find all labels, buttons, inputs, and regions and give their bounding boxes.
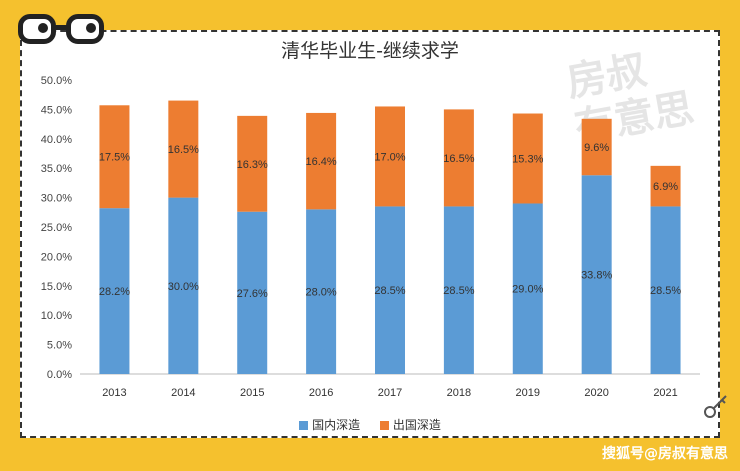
x-tick-label: 2019 xyxy=(516,387,540,399)
bar-domestic xyxy=(512,203,543,374)
y-tick-label: 30.0% xyxy=(41,193,72,205)
legend: 国内深造 出国深造 xyxy=(0,416,740,433)
y-tick-label: 40.0% xyxy=(41,134,72,146)
y-tick-label: 45.0% xyxy=(41,104,72,116)
bar-abroad xyxy=(375,106,405,207)
data-label-domestic: 29.0% xyxy=(512,284,543,296)
data-label-domestic: 28.0% xyxy=(306,287,337,299)
x-tick-label: 2014 xyxy=(171,387,195,399)
bar-abroad xyxy=(650,165,681,207)
x-tick-label: 2021 xyxy=(653,387,677,399)
data-label-abroad: 6.9% xyxy=(653,181,678,193)
bar-domestic xyxy=(168,197,199,374)
data-label-domestic: 33.8% xyxy=(581,270,612,282)
chart-title: 清华毕业生-继续求学 xyxy=(281,40,459,62)
data-label-abroad: 9.6% xyxy=(584,142,609,154)
data-label-abroad: 16.5% xyxy=(168,144,199,156)
bar-domestic xyxy=(99,208,130,374)
data-label-domestic: 28.2% xyxy=(99,286,130,298)
data-label-domestic: 30.0% xyxy=(168,281,199,293)
bar-domestic xyxy=(375,206,405,374)
y-tick-label: 25.0% xyxy=(41,222,72,234)
data-label-abroad: 16.3% xyxy=(237,159,268,171)
glasses-icon xyxy=(18,14,108,48)
legend-label-domestic: 国内深造 xyxy=(312,418,361,432)
credit-text: 搜狐号@房叔有意思 xyxy=(602,446,728,462)
data-label-domestic: 28.5% xyxy=(443,285,474,297)
y-tick-label: 5.0% xyxy=(47,340,72,352)
y-tick-label: 50.0% xyxy=(41,75,72,87)
bar-abroad xyxy=(99,105,130,209)
x-tick-label: 2018 xyxy=(447,387,471,399)
data-label-domestic: 28.5% xyxy=(650,285,681,297)
y-tick-label: 35.0% xyxy=(41,163,72,175)
x-tick-label: 2013 xyxy=(102,387,126,399)
data-label-abroad: 17.5% xyxy=(99,152,130,164)
data-label-abroad: 16.4% xyxy=(306,156,337,168)
x-tick-label: 2017 xyxy=(378,387,402,399)
y-tick-label: 15.0% xyxy=(41,281,72,293)
data-label-abroad: 16.5% xyxy=(443,153,474,165)
legend-item-abroad: 出国深造 xyxy=(379,416,441,433)
legend-item-domestic: 国内深造 xyxy=(299,416,360,433)
bar-abroad xyxy=(237,115,268,212)
bar-abroad xyxy=(512,113,543,204)
bar-domestic xyxy=(650,206,681,374)
data-label-abroad: 17.0% xyxy=(374,151,405,163)
bar-domestic xyxy=(443,206,474,374)
keys-icon xyxy=(704,395,727,418)
bar-domestic xyxy=(306,209,337,374)
legend-label-abroad: 出国深造 xyxy=(392,418,441,432)
data-label-abroad: 15.3% xyxy=(512,153,543,165)
x-tick-label: 2020 xyxy=(584,387,608,399)
bar-abroad xyxy=(168,100,199,198)
bar-domestic xyxy=(237,211,268,374)
x-tick-label: 2016 xyxy=(309,387,333,399)
bar-abroad xyxy=(581,118,612,176)
data-label-domestic: 28.5% xyxy=(374,285,405,297)
y-tick-label: 20.0% xyxy=(41,251,72,263)
data-label-domestic: 27.6% xyxy=(237,288,268,300)
x-tick-label: 2015 xyxy=(240,387,264,399)
y-tick-label: 10.0% xyxy=(41,310,72,322)
bar-abroad xyxy=(443,109,474,207)
bar-domestic xyxy=(581,175,612,374)
y-tick-label: 0.0% xyxy=(47,369,72,381)
bar-abroad xyxy=(306,112,337,210)
